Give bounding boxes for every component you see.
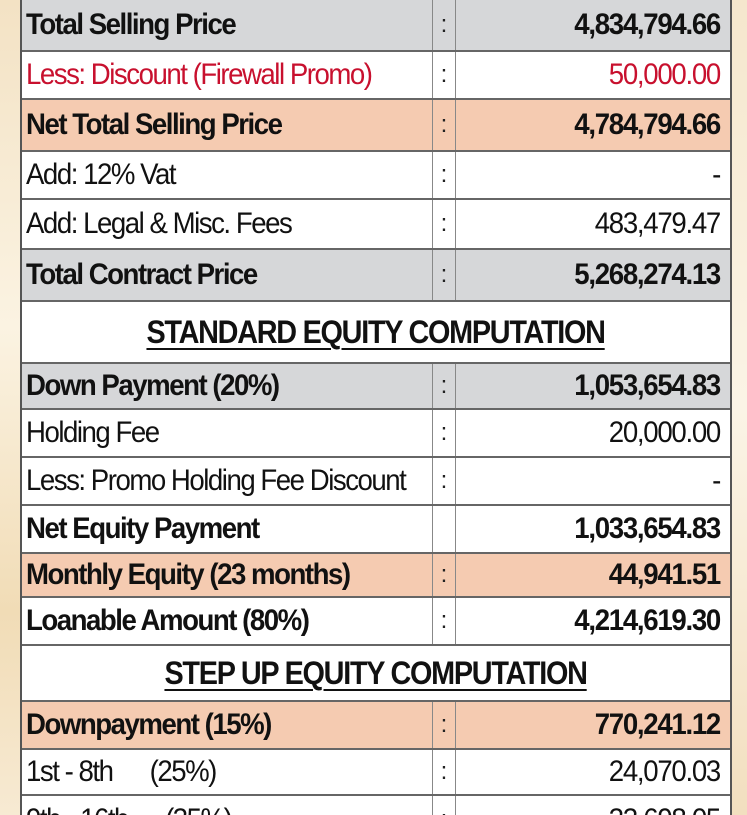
colon-separator: : bbox=[432, 200, 456, 248]
row-value: 20,000.00 bbox=[608, 416, 721, 449]
step-9th-16th-row: 9th - 16th (35%) : 33,698.05 bbox=[22, 796, 730, 815]
row-value: 24,070.03 bbox=[608, 755, 721, 788]
colon-separator: : bbox=[432, 598, 456, 644]
colon-separator: : bbox=[432, 702, 456, 748]
row-value: 4,834,794.66 bbox=[574, 8, 721, 41]
row-label: Less: Discount (Firewall Promo) bbox=[26, 58, 373, 91]
row-value: - bbox=[712, 158, 721, 191]
colon-separator: : bbox=[432, 250, 456, 300]
row-value: 44,941.51 bbox=[608, 558, 721, 591]
row-label: Holding Fee bbox=[26, 416, 160, 449]
step-1st-8th-row: 1st - 8th (25%) : 24,070.03 bbox=[22, 750, 730, 796]
net-equity-payment-row: Net Equity Payment 1,033,654.83 bbox=[22, 506, 730, 554]
total-contract-price-row: Total Contract Price : 5,268,274.13 bbox=[22, 250, 730, 302]
price-computation-sheet: Total Selling Price : 4,834,794.66 Less:… bbox=[20, 0, 732, 815]
row-value: - bbox=[712, 464, 721, 497]
row-label: Total Selling Price bbox=[26, 8, 237, 41]
colon-separator bbox=[432, 506, 456, 552]
holding-fee-row: Holding Fee : 20,000.00 bbox=[22, 410, 730, 458]
row-label: Total Contract Price bbox=[26, 258, 258, 291]
row-label: Add: 12% Vat bbox=[26, 158, 177, 191]
vat-row: Add: 12% Vat : - bbox=[22, 152, 730, 200]
colon-separator: : bbox=[432, 554, 456, 596]
loanable-amount-row: Loanable Amount (80%) : 4,214,619.30 bbox=[22, 598, 730, 646]
row-value: 5,268,274.13 bbox=[574, 258, 721, 291]
colon-separator: : bbox=[432, 52, 456, 98]
monthly-equity-row: Monthly Equity (23 months) : 44,941.51 bbox=[22, 554, 730, 598]
row-label: Add: Legal & Misc. Fees bbox=[26, 207, 293, 240]
colon-separator: : bbox=[432, 364, 456, 408]
standard-equity-heading: STANDARD EQUITY COMPUTATION bbox=[22, 302, 730, 364]
section-title: STANDARD EQUITY COMPUTATION bbox=[146, 313, 607, 350]
legal-misc-fees-row: Add: Legal & Misc. Fees : 483,479.47 bbox=[22, 200, 730, 250]
row-value: 33,698.05 bbox=[472, 796, 721, 815]
section-title: STEP UP EQUITY COMPUTATION bbox=[164, 654, 589, 691]
row-label: Less: Promo Holding Fee Discount bbox=[26, 464, 407, 497]
row-label: Downpayment (15%) bbox=[26, 708, 272, 741]
row-label: Net Equity Payment bbox=[26, 512, 260, 545]
row-value: 483,479.47 bbox=[594, 207, 722, 240]
colon-separator: : bbox=[432, 458, 456, 504]
row-value: 50,000.00 bbox=[608, 58, 721, 91]
row-value: 1,053,654.83 bbox=[574, 369, 721, 402]
colon-separator: : bbox=[432, 0, 456, 50]
downpayment-15-row: Downpayment (15%) : 770,241.12 bbox=[22, 702, 730, 750]
colon-separator: : bbox=[432, 152, 456, 198]
net-total-selling-price-row: Net Total Selling Price : 4,784,794.66 bbox=[22, 100, 730, 152]
row-label: Loanable Amount (80%) bbox=[26, 604, 310, 637]
row-label: Monthly Equity (23 months) bbox=[26, 558, 351, 591]
colon-separator: : bbox=[432, 100, 456, 150]
row-label: Net Total Selling Price bbox=[26, 108, 283, 141]
down-payment-row: Down Payment (20%) : 1,053,654.83 bbox=[22, 364, 730, 410]
promo-holding-fee-discount-row: Less: Promo Holding Fee Discount : - bbox=[22, 458, 730, 506]
row-label: Down Payment (20%) bbox=[26, 369, 280, 402]
row-value: 770,241.12 bbox=[594, 708, 722, 741]
colon-separator: : bbox=[432, 796, 456, 815]
row-value: 1,033,654.83 bbox=[574, 512, 721, 545]
discount-row: Less: Discount (Firewall Promo) : 50,000… bbox=[22, 52, 730, 100]
row-value: 4,214,619.30 bbox=[574, 604, 721, 637]
colon-separator: : bbox=[432, 750, 456, 794]
background-left bbox=[0, 0, 22, 815]
row-label: 1st - 8th (25%) bbox=[26, 755, 217, 788]
colon-separator: : bbox=[432, 410, 456, 456]
row-value: 4,784,794.66 bbox=[574, 108, 721, 141]
total-selling-price-row: Total Selling Price : 4,834,794.66 bbox=[22, 0, 730, 52]
row-label: 9th - 16th (35%) bbox=[26, 796, 400, 815]
background-right bbox=[727, 0, 747, 815]
step-up-equity-heading: STEP UP EQUITY COMPUTATION bbox=[22, 646, 730, 702]
